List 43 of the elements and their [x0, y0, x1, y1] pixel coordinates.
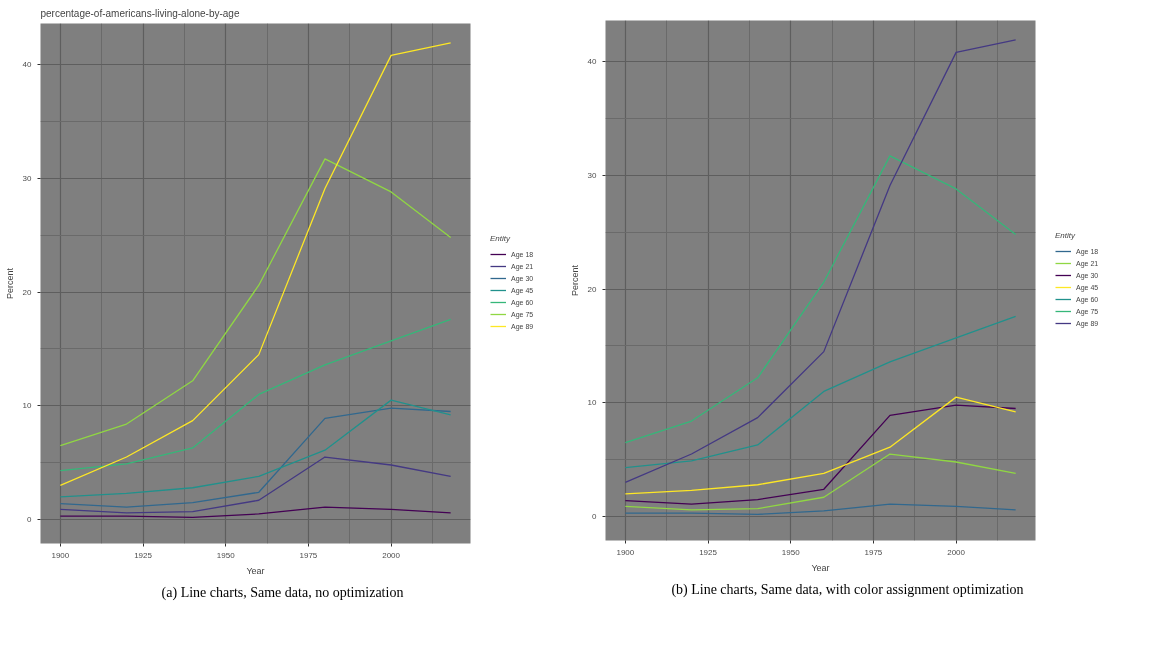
y-axis-title: Percent — [4, 267, 15, 300]
x-tick-label: 1950 — [216, 550, 236, 560]
x-tick-label: 1925 — [699, 547, 718, 557]
line-series — [624, 315, 1017, 469]
text: (b) Line charts, Same data, with color assignment optimization — [671, 581, 1024, 599]
y-tick-label: 30 — [587, 170, 598, 180]
y-tick-label: 20 — [587, 284, 598, 294]
y-axis-title: Percent — [569, 264, 580, 297]
line-series — [59, 318, 452, 472]
x-axis-title: Year — [246, 565, 265, 576]
y-tick-label: 10 — [587, 398, 598, 408]
x-tick-label: 2000 — [382, 550, 401, 560]
line-series — [624, 396, 1017, 495]
line-series — [59, 42, 452, 487]
line-series — [624, 155, 1017, 444]
chart-title: percentage-of-americans-living-alone-by-age — [40, 7, 240, 19]
line-series — [59, 399, 452, 498]
x-tick-label: 1925 — [134, 550, 153, 560]
x-tick-label: 2000 — [947, 547, 966, 557]
y-tick-label: 40 — [22, 59, 33, 69]
y-tick-label: 0 — [27, 515, 33, 525]
y-tick-label: 10 — [22, 401, 33, 411]
y-tick-label: 0 — [592, 512, 598, 522]
x-tick-label: 1900 — [51, 550, 70, 560]
x-tick-label: 1950 — [781, 547, 801, 557]
y-tick-label: 20 — [22, 287, 33, 297]
x-tick-label: 1900 — [616, 547, 635, 557]
y-tick-label: 40 — [587, 56, 598, 66]
x-tick-label: 1975 — [864, 547, 883, 557]
legend-title: Entity — [1055, 231, 1076, 240]
line-series — [624, 453, 1017, 511]
x-axis-title: Year — [811, 562, 830, 573]
line-series — [624, 503, 1017, 515]
legend-title: Entity — [490, 234, 511, 243]
y-tick-label: 30 — [22, 173, 33, 183]
line-series — [624, 39, 1017, 484]
line-series — [624, 404, 1017, 505]
line-series — [59, 407, 452, 508]
line-series — [59, 506, 452, 518]
text: (a) Line charts, Same data, no optimization — [161, 584, 404, 602]
line-series — [59, 456, 452, 514]
x-tick-label: 1975 — [299, 550, 318, 560]
line-series — [59, 158, 452, 447]
